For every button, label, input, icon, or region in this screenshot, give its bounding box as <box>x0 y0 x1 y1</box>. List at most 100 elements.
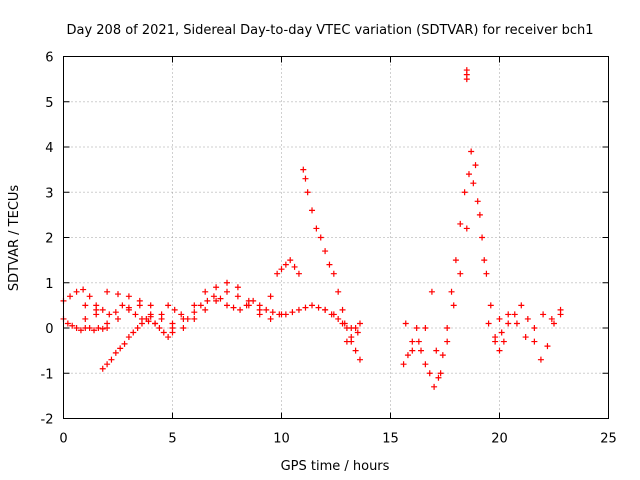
data-point <box>64 320 71 327</box>
data-point <box>300 166 307 173</box>
data-point <box>138 320 145 327</box>
data-point <box>470 180 477 187</box>
data-point <box>313 225 320 232</box>
data-point <box>147 302 154 309</box>
data-point <box>498 329 505 336</box>
data-point <box>402 320 409 327</box>
data-point <box>457 220 464 227</box>
series-sat-e <box>82 288 154 322</box>
x-tick-label: 20 <box>491 432 508 447</box>
data-point <box>213 284 220 291</box>
y-tick-labels: -2 -1 0 1 2 3 4 5 6 <box>41 51 54 428</box>
x-axis-label: GPS time / hours <box>281 459 390 474</box>
data-point <box>82 302 89 309</box>
data-point <box>191 302 198 309</box>
data-point <box>540 311 547 318</box>
data-point <box>352 325 359 331</box>
data-point <box>330 311 337 318</box>
data-point <box>191 315 198 322</box>
data-point <box>537 356 544 363</box>
data-point <box>73 325 80 331</box>
data-point <box>112 349 119 356</box>
series-sat-d <box>82 288 274 331</box>
data-point <box>422 361 429 368</box>
data-point <box>522 334 529 341</box>
data-point <box>282 261 289 268</box>
data-point <box>278 311 285 318</box>
data-point <box>95 325 102 331</box>
data-point <box>496 315 503 322</box>
data-point <box>439 352 446 359</box>
data-point <box>178 311 185 318</box>
data-point <box>86 293 93 300</box>
series-sat-h <box>300 166 363 363</box>
data-point <box>245 297 252 304</box>
data-point <box>437 370 444 377</box>
data-point <box>418 347 425 354</box>
series-sat-f <box>169 279 285 331</box>
data-point <box>343 325 350 331</box>
data-point <box>104 361 111 368</box>
data-point <box>492 338 499 345</box>
axis-ticks <box>63 56 609 419</box>
data-point <box>106 311 113 318</box>
x-tick-label: 5 <box>168 432 176 447</box>
data-point <box>513 320 520 327</box>
data-point <box>524 315 531 322</box>
data-point <box>295 270 302 277</box>
data-point <box>217 295 224 302</box>
series-sat-l <box>463 67 470 83</box>
data-point <box>431 383 438 390</box>
data-point <box>448 288 455 295</box>
data-point <box>69 322 76 329</box>
data-point <box>234 284 241 291</box>
data-point <box>322 306 329 313</box>
y-axis-label: SDTVAR / TECUs <box>7 185 22 292</box>
data-point <box>99 325 106 332</box>
data-point <box>356 320 363 327</box>
data-point <box>335 288 342 295</box>
data-point <box>130 329 137 336</box>
data-point <box>309 207 316 214</box>
data-point <box>197 302 204 309</box>
data-point <box>487 302 494 309</box>
data-point <box>450 302 457 309</box>
data-point <box>289 309 296 316</box>
data-point <box>125 293 132 300</box>
data-point <box>202 288 209 295</box>
data-point <box>302 304 309 311</box>
y-tick-label: 0 <box>45 322 53 337</box>
data-point <box>315 304 322 311</box>
y-tick-label: 5 <box>45 96 53 111</box>
data-point <box>481 257 488 264</box>
data-point <box>210 293 217 300</box>
data-point <box>348 334 355 341</box>
series-sat-m <box>485 302 564 363</box>
chart-title: Day 208 of 2021, Sidereal Day-to-day VTE… <box>66 23 593 38</box>
data-point <box>304 189 311 196</box>
data-point <box>330 270 337 277</box>
data-point <box>202 306 209 313</box>
data-point <box>263 306 270 313</box>
data-point <box>326 261 333 268</box>
data-point <box>117 345 124 352</box>
data-point <box>302 175 309 182</box>
data-point <box>99 306 106 313</box>
data-point <box>400 361 407 368</box>
x-tick-label: 10 <box>273 432 290 447</box>
data-point <box>119 302 126 309</box>
data-point <box>339 320 346 327</box>
data-point <box>165 302 172 309</box>
data-point <box>234 293 241 300</box>
data-point <box>468 148 475 155</box>
data-point <box>479 234 486 241</box>
data-point <box>67 293 74 300</box>
y-tick-label: -2 <box>41 413 54 428</box>
data-point <box>433 347 440 354</box>
data-point <box>343 338 350 345</box>
data-point <box>152 320 159 327</box>
data-point <box>551 320 557 327</box>
data-point <box>518 302 525 309</box>
data-point <box>465 171 472 178</box>
data-point <box>352 347 359 354</box>
